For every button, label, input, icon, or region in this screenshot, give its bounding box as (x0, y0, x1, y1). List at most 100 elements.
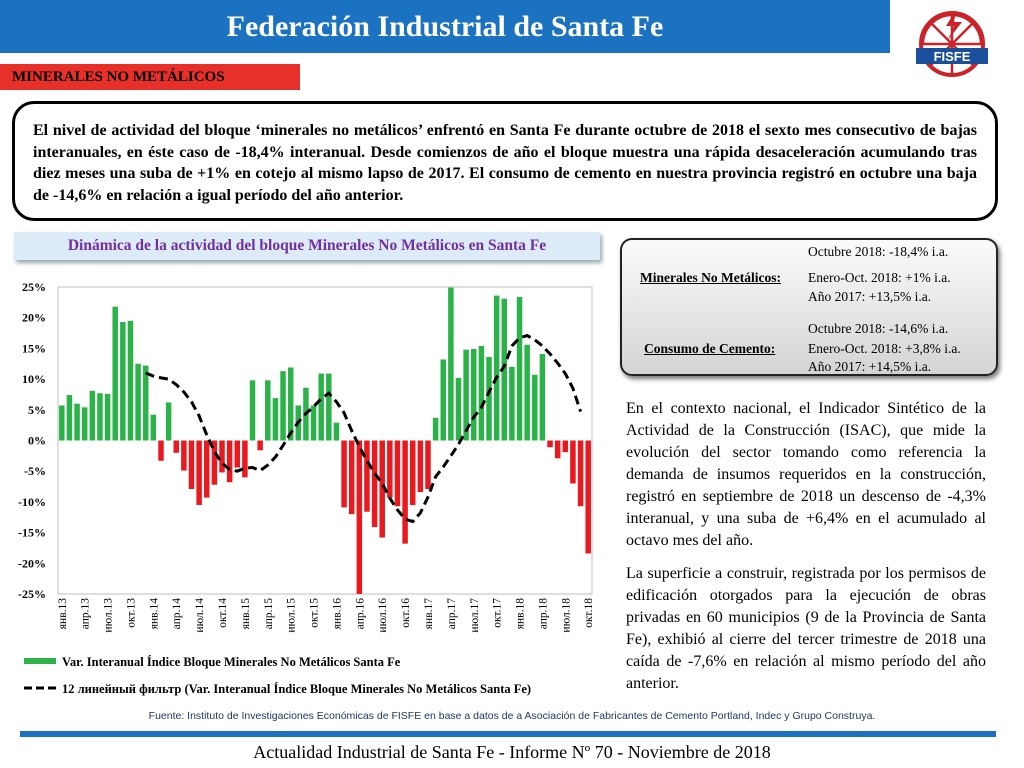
bar (516, 296, 523, 441)
x-tick-label: июл.18 (560, 598, 572, 633)
bar (59, 405, 65, 441)
x-tick-label: янв.15 (240, 598, 252, 629)
bar (120, 322, 126, 441)
bar (509, 366, 515, 441)
bar (150, 414, 157, 441)
x-tick-label: апр.13 (80, 598, 92, 629)
moving-average-line (145, 333, 582, 524)
bar (448, 287, 454, 441)
x-tick-label: июл.15 (286, 598, 298, 633)
x-tick-label: апр.16 (354, 598, 366, 629)
chart-bars (59, 287, 591, 594)
bar (158, 440, 164, 461)
y-tick-label: -25% (18, 587, 46, 601)
y-tick-label: 20% (22, 311, 46, 325)
bar (89, 390, 96, 441)
header-bar (0, 0, 890, 53)
x-tick-label: апр.17 (446, 598, 458, 629)
stats-box: Octubre 2018: -18,4% i.a. Minerales No M… (620, 238, 998, 376)
bar (402, 440, 408, 544)
bar (371, 440, 378, 528)
bar (348, 440, 355, 515)
bar (387, 440, 393, 498)
bar (310, 405, 317, 441)
bar (318, 373, 324, 441)
x-tick-label: янв.16 (331, 598, 343, 629)
fisfe-logo: FISFE (916, 10, 988, 77)
y-tick-labels: 25% 20% 15% 10% 5% 0% -5% -10% -15% -20% -25% (18, 280, 46, 601)
y-tick-label: 25% (22, 280, 46, 294)
x-tick-label: окт.17 (492, 598, 504, 628)
legend: Var. Interanual Índice Bloque Minerales … (24, 655, 531, 696)
bar (463, 349, 469, 441)
bar (257, 440, 263, 451)
bar (104, 393, 111, 441)
bar (173, 440, 179, 453)
bar (97, 393, 103, 441)
y-tick-label: 15% (22, 341, 46, 355)
stat-cemento-line-2: Enero-Oct. 2018: +3,8% i.a. (808, 341, 961, 356)
bar (486, 357, 492, 441)
bar (234, 440, 241, 468)
bar (471, 349, 477, 441)
bar (425, 440, 431, 490)
stat-cemento-line-1: Octubre 2018: -14,6% i.a. (808, 321, 949, 336)
bar (562, 440, 569, 453)
legend-label-bars: Var. Interanual Índice Bloque Minerales … (62, 655, 401, 669)
bar (211, 440, 218, 485)
activity-chart: 25% 20% 15% 10% 5% 0% -5% -10% -15% -20% -25% янв.… (18, 280, 595, 696)
x-tick-label: янв.18 (515, 598, 527, 629)
chart-axes (57, 286, 593, 595)
source-note: Fuente: Instituto de Investigaciones Eco… (148, 710, 876, 722)
stat-cemento-label: Consumo de Cemento: (644, 341, 776, 356)
stat-minerales-label: Minerales No Metálicos: (640, 270, 781, 285)
bar (493, 295, 500, 441)
bar (394, 440, 401, 507)
bar (547, 440, 553, 448)
stat-minerales-line-2: Enero-Oct. 2018: +1% i.a. (808, 270, 951, 285)
page-title: Federación Industrial de Santa Fe (226, 10, 664, 43)
bar (341, 440, 347, 508)
bar (272, 398, 279, 441)
summary-text: El nivel de actividad del bloque ‘minera… (33, 122, 977, 204)
bar (204, 440, 210, 498)
legend-swatch-bars (24, 658, 56, 664)
x-tick-label: янв.14 (148, 598, 160, 629)
bar (440, 359, 446, 441)
plot-frame (57, 286, 593, 595)
bar (188, 440, 195, 490)
bar (455, 377, 462, 441)
bar (142, 365, 149, 441)
bar (539, 353, 546, 441)
bar (409, 440, 416, 505)
bar (81, 407, 88, 441)
bar (181, 440, 187, 471)
bar (165, 402, 172, 441)
bar (417, 440, 424, 493)
legend-label-line: 12 линейный фильтр (Var. Interanual Índi… (62, 682, 531, 696)
bar (242, 440, 248, 478)
y-tick-label: -20% (18, 556, 46, 570)
y-tick-label: -5% (24, 464, 46, 478)
stat-cemento-line-3: Año 2017: +14,5% i.a. (808, 359, 932, 374)
bar (135, 363, 141, 441)
bar (432, 417, 439, 441)
x-tick-label: янв.17 (423, 598, 435, 629)
bar (570, 440, 576, 484)
bar (112, 306, 118, 441)
bar (379, 440, 385, 538)
y-tick-label: 0% (28, 434, 46, 448)
footer-divider (20, 731, 996, 737)
x-tick-label: июл.14 (194, 598, 206, 633)
bar (127, 320, 134, 441)
bar (577, 440, 584, 507)
bar (478, 345, 485, 441)
chart-title: Dinámica de la actividad del bloque Mine… (14, 232, 600, 260)
bar (196, 440, 202, 505)
bar (280, 371, 286, 441)
side-paragraph-isac: En el contexto nacional, el Indicador Si… (626, 400, 986, 549)
bar (219, 440, 225, 473)
x-tick-label: окт.13 (125, 598, 137, 628)
section-tag: MINERALES NO METÁLICOS (0, 64, 300, 90)
y-tick-label: 5% (28, 403, 46, 417)
